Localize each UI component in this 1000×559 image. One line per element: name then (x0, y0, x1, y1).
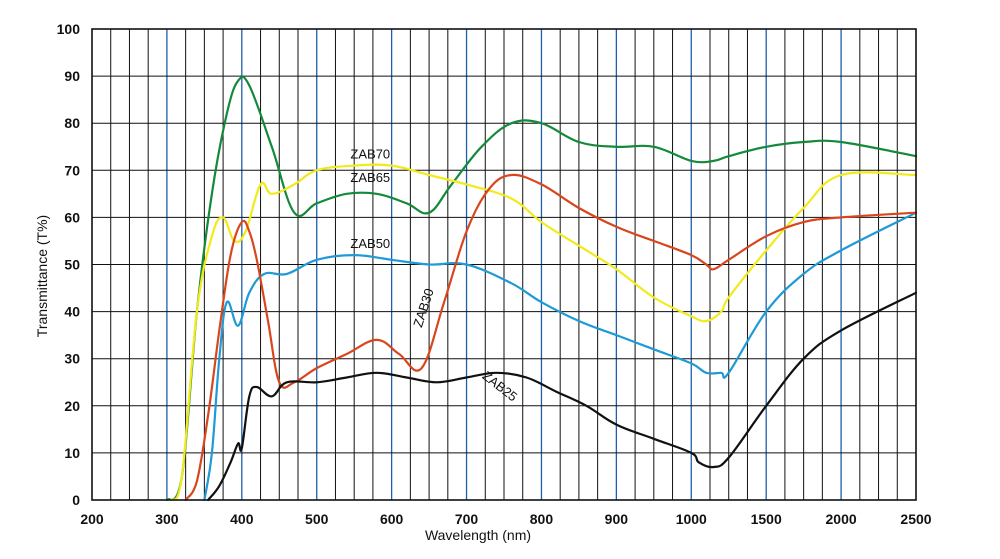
series-label-zab70: ZAB70 (350, 147, 390, 162)
series-label-zab65: ZAB65 (350, 170, 390, 185)
y-axis-title: Transmittance (T%) (34, 215, 50, 337)
x-tick-label: 200 (80, 511, 104, 527)
x-tick-label: 2500 (900, 511, 931, 527)
x-tick-label: 500 (305, 511, 329, 527)
series-line-zab50 (203, 211, 918, 502)
y-tick-label: 30 (64, 351, 80, 367)
x-tick-label: 700 (455, 511, 479, 527)
x-tick-label: 900 (605, 511, 629, 527)
x-tick-label: 400 (230, 511, 254, 527)
plot-border (91, 28, 917, 501)
y-tick-label: 60 (64, 209, 80, 225)
series-line-zab70 (165, 75, 918, 502)
x-tick-label: 800 (530, 511, 554, 527)
x-tick-label: 1000 (676, 511, 707, 527)
tick-labels: 200 300 400 500 600 700 800 900 1000 1500 2000 2500… (57, 21, 932, 527)
series-label-zab50: ZAB50 (350, 236, 390, 251)
x-axis-title: Wavelength (nm) (425, 527, 531, 543)
x-tick-label: 1500 (751, 511, 782, 527)
y-tick-label: 70 (64, 162, 80, 178)
y-tick-label: 0 (72, 492, 80, 508)
y-tick-label: 20 (64, 398, 80, 414)
y-tick-label: 80 (64, 115, 80, 131)
series-line-zab25 (207, 291, 918, 502)
series-line-zab30 (184, 173, 918, 502)
series-lines (165, 75, 918, 502)
x-tick-label: 2000 (826, 511, 857, 527)
y-tick-label: 10 (64, 445, 80, 461)
x-tick-label: 300 (155, 511, 179, 527)
series-line-zab65 (169, 163, 918, 502)
y-tick-label: 90 (64, 68, 80, 84)
y-tick-label: 40 (64, 304, 80, 320)
grid (92, 29, 916, 500)
x-tick-label: 600 (380, 511, 404, 527)
y-tick-label: 100 (57, 21, 81, 37)
plot-frame (91, 28, 917, 501)
y-tick-label: 50 (64, 257, 80, 273)
